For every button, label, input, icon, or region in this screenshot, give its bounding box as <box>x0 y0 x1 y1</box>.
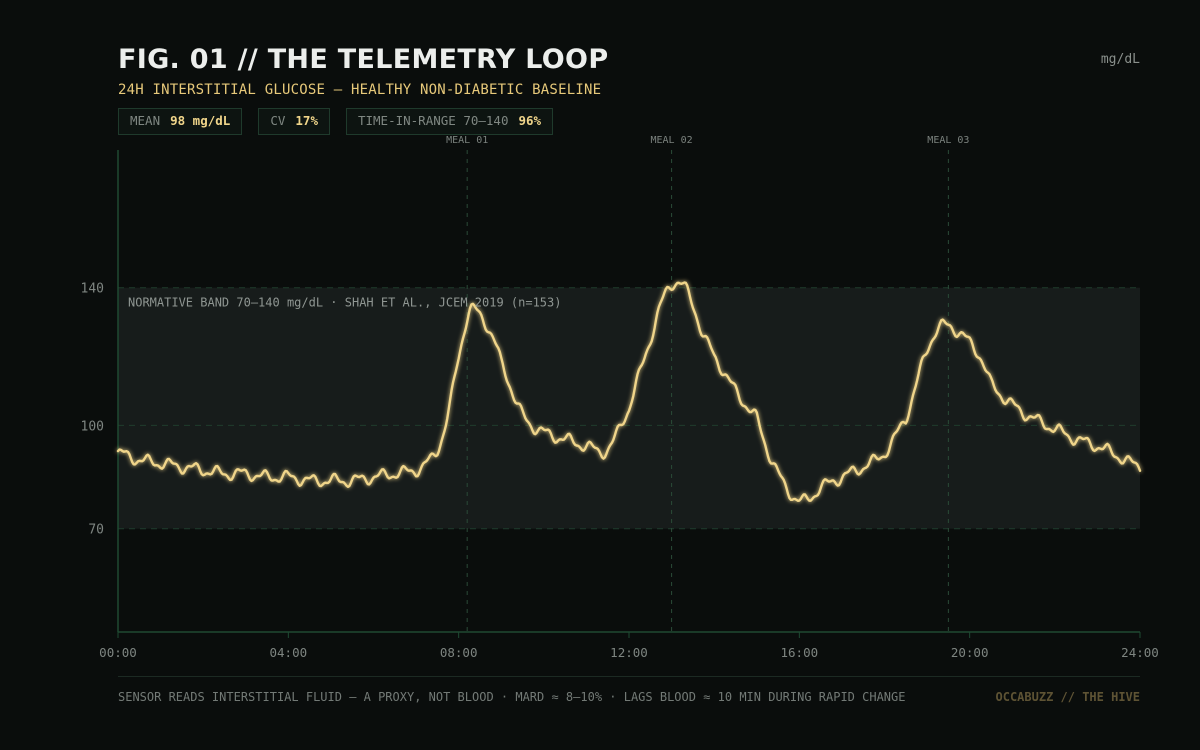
stat-cv: CV 17% <box>258 108 330 135</box>
stat-tir-value: 96% <box>518 113 542 128</box>
x-tick-label-8: 08:00 <box>440 645 478 660</box>
x-tick-label-4: 04:00 <box>270 645 308 660</box>
x-tick-label-16: 16:00 <box>781 645 819 660</box>
x-tick-label-12: 12:00 <box>610 645 648 660</box>
x-tick-label-0: 00:00 <box>99 645 137 660</box>
unit-label: mg/dL <box>1100 52 1140 67</box>
stat-cv-value: 17% <box>295 113 318 128</box>
stat-cv-label: CV <box>270 113 286 128</box>
event-label-3: MEAL 03 <box>927 135 969 146</box>
event-label-2: MEAL 02 <box>651 135 693 146</box>
chart-subtitle: 24H INTERSTITIAL GLUCOSE — HEALTHY NON-D… <box>118 82 602 98</box>
stat-mean-label: MEAN <box>130 113 161 128</box>
y-tick-label-100: 100 <box>81 419 104 434</box>
y-tick-label-140: 140 <box>81 282 104 297</box>
stats-row: MEAN 98 mg/dL CV 17% TIME-IN-RANGE 70–140 9… <box>118 108 554 135</box>
stat-time-in-range: TIME-IN-RANGE 70–140 96% <box>345 108 554 135</box>
glucose-series-line <box>116 281 1142 502</box>
footer-divider <box>118 676 1140 677</box>
stat-tir-label: TIME-IN-RANGE 70–140 <box>357 113 509 128</box>
x-tick-label-24: 24:00 <box>1121 645 1159 660</box>
chart-title: FIG. 01 // THE TELEMETRY LOOP <box>118 44 609 75</box>
stat-mean: MEAN 98 mg/dL <box>118 108 243 135</box>
band-label: NORMATIVE BAND 70–140 mg/dL · SHAH ET AL… <box>128 296 561 310</box>
x-tick-label-20: 20:00 <box>951 645 989 660</box>
stat-mean-value: 98 mg/dL <box>170 113 231 128</box>
event-label-1: MEAL 01 <box>446 135 488 146</box>
brand-label: OCCABUZZ // THE HIVE <box>995 690 1141 704</box>
y-tick-label-70: 70 <box>88 523 104 538</box>
footer-note: SENSOR READS INTERSTITIAL FLUID — A PROX… <box>118 690 906 704</box>
